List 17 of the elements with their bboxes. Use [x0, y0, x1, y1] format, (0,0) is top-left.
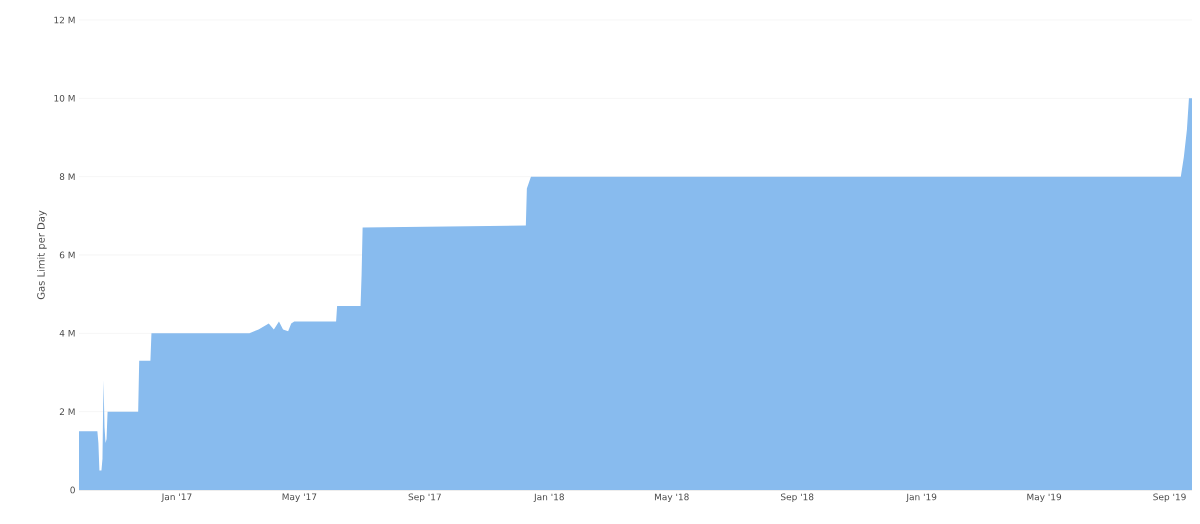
y-tick-label: 0: [70, 486, 75, 494]
x-tick-label: Sep '17: [408, 493, 441, 503]
y-tick-label: 12 M: [54, 16, 75, 24]
y-tick-label: 2 M: [59, 408, 75, 415]
x-tick-label: Sep '19: [1153, 493, 1186, 503]
y-tick-label: 8 M: [59, 173, 75, 181]
y-tick-label: 6 M: [59, 251, 75, 259]
x-tick-label: May '17: [282, 493, 317, 502]
x-tick-label: Jan '19: [905, 493, 937, 502]
x-tick-label: May '19: [1027, 493, 1062, 503]
x-tick-label: Jan '17: [161, 493, 192, 502]
x-tick-label: Sep '18: [780, 493, 814, 503]
y-axis-title: Gas Limit per Day: [37, 210, 47, 300]
x-tick-label: Jan '18: [533, 493, 564, 502]
y-tick-label: 4 M: [59, 330, 75, 337]
x-tick-label: May '18: [654, 493, 689, 503]
y-tick-label: 10 M: [54, 94, 75, 102]
